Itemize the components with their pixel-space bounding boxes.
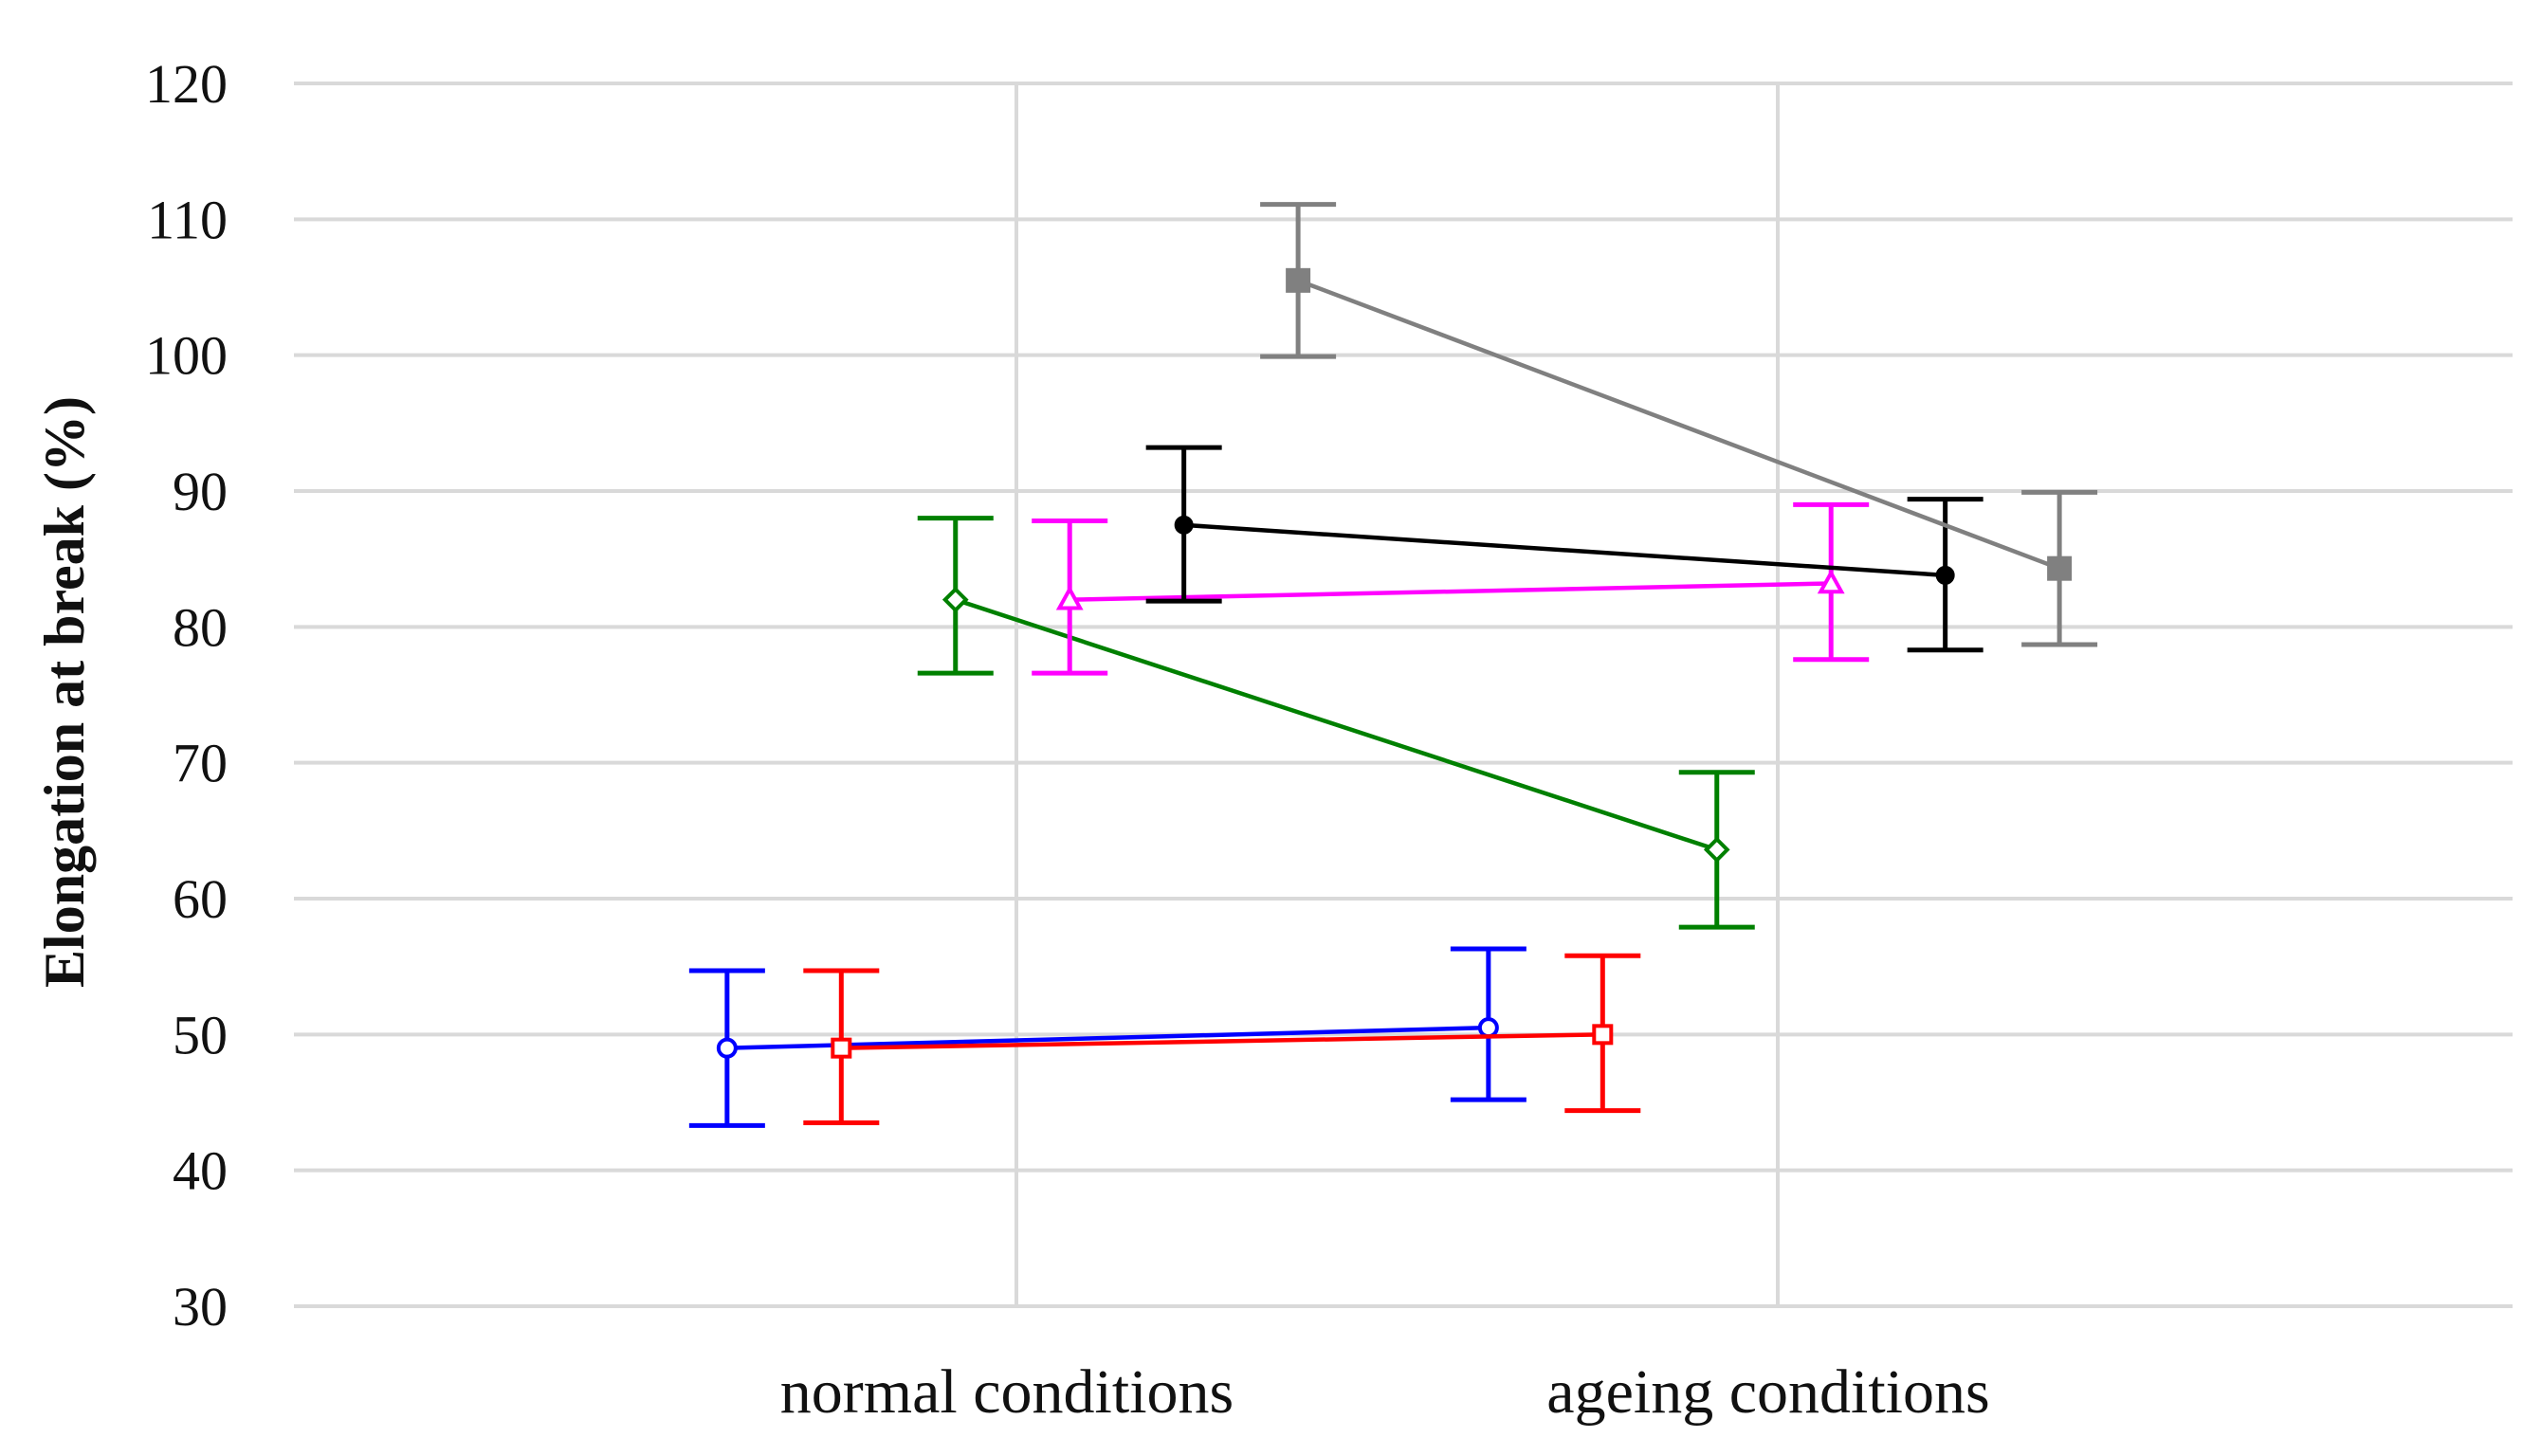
y-tick-label: 100 xyxy=(145,325,228,387)
data-point xyxy=(1286,267,1311,293)
series-line xyxy=(1297,278,2060,571)
y-tick-label: 30 xyxy=(173,1276,228,1338)
series-1 xyxy=(803,953,1641,1125)
y-tick-label: 80 xyxy=(173,596,228,658)
series-0 xyxy=(688,946,1526,1128)
series-5 xyxy=(1260,202,2098,647)
data-point xyxy=(2047,555,2073,581)
category-labels: normal conditions ageing conditions xyxy=(780,1357,1990,1427)
series-line xyxy=(726,1025,1489,1050)
series-line xyxy=(955,597,1718,852)
data-point xyxy=(1935,565,1955,585)
y-tick-label: 70 xyxy=(173,733,228,794)
category-label: ageing conditions xyxy=(1546,1357,1989,1427)
y-tick-label: 40 xyxy=(173,1140,228,1202)
y-tick-label: 110 xyxy=(147,189,228,250)
y-tick-label: 120 xyxy=(145,53,228,115)
series-layer xyxy=(688,202,2098,1128)
y-tick-label: 60 xyxy=(173,868,228,930)
data-point xyxy=(941,586,969,613)
series-line xyxy=(841,1032,1603,1050)
data-point xyxy=(1174,515,1194,535)
data-point xyxy=(716,1037,738,1059)
y-tick-label: 50 xyxy=(173,1004,228,1065)
data-point xyxy=(1592,1024,1614,1046)
data-point xyxy=(1055,585,1084,610)
series-3 xyxy=(1032,501,1870,676)
grid-layer xyxy=(294,82,2513,1308)
data-point xyxy=(1703,836,1730,864)
data-point xyxy=(1817,569,1845,594)
series-line xyxy=(1183,522,1946,578)
y-axis-title: Elongation at break (%) xyxy=(33,396,96,988)
series-line xyxy=(1069,581,1832,602)
data-point xyxy=(1477,1017,1499,1039)
category-label: normal conditions xyxy=(780,1357,1234,1427)
series-4 xyxy=(1145,445,1983,653)
y-tick-labels: 30 40 50 60 70 80 90 100 110 120 xyxy=(145,53,228,1338)
data-point xyxy=(831,1037,852,1059)
series-2 xyxy=(917,516,1755,930)
y-tick-label: 90 xyxy=(173,461,228,522)
